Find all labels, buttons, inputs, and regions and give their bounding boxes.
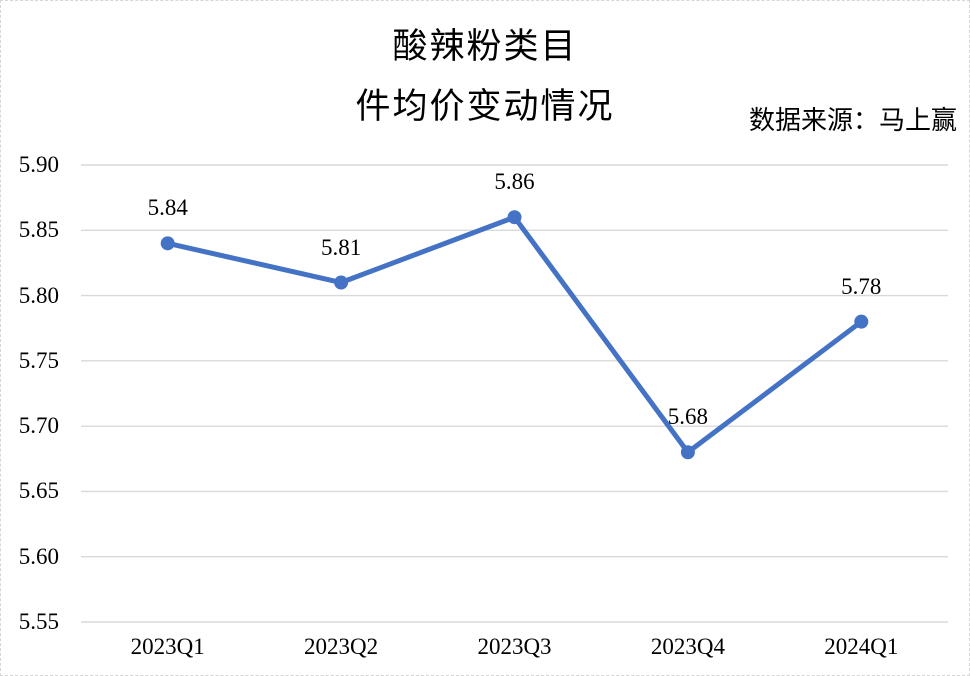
y-tick-label: 5.90 xyxy=(18,152,59,177)
y-tick-label: 5.75 xyxy=(18,347,59,373)
data-point-marker xyxy=(160,236,175,251)
data-label: 5.86 xyxy=(494,169,535,195)
x-tick-label: 2024Q1 xyxy=(824,634,899,659)
x-tick-label: 2023Q1 xyxy=(130,634,205,659)
data-point-marker xyxy=(334,275,349,290)
x-tick-label: 2023Q3 xyxy=(477,634,552,659)
data-source-label: 数据来源：马上赢 xyxy=(748,106,957,135)
x-tick-label: 2023Q4 xyxy=(650,634,725,659)
data-label: 5.84 xyxy=(147,195,188,221)
chart-title-line2: 件均价变动情况 xyxy=(355,87,615,126)
data-point-marker xyxy=(680,445,695,460)
y-tick-label: 5.85 xyxy=(18,217,59,243)
data-point-marker xyxy=(507,210,522,225)
data-point-marker xyxy=(854,314,869,329)
data-label: 5.78 xyxy=(841,273,882,299)
y-tick-label: 5.55 xyxy=(18,609,59,634)
chart-title: 酸辣粉类目 件均价变动情况 xyxy=(1,17,969,137)
y-tick-label: 5.70 xyxy=(18,413,59,439)
series-line xyxy=(165,214,864,455)
x-tick-label: 2023Q2 xyxy=(304,634,379,659)
data-label: 5.81 xyxy=(320,234,362,260)
y-tick-label: 5.60 xyxy=(18,543,59,569)
chart-title-line1: 酸辣粉类目 xyxy=(392,27,578,66)
data-label: 5.68 xyxy=(667,404,709,430)
y-tick-label: 5.65 xyxy=(18,478,59,504)
y-tick-label: 5.80 xyxy=(18,282,59,308)
